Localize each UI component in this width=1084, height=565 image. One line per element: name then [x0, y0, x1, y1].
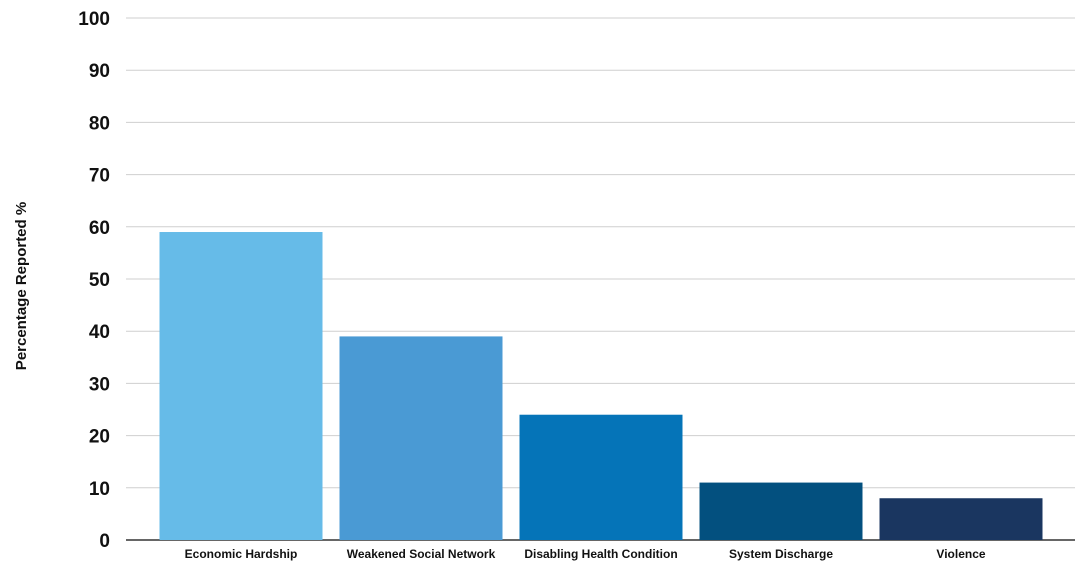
y-tick-label: 100	[78, 9, 110, 30]
y-tick-label: 30	[89, 374, 110, 395]
x-axis-labels: Economic Hardship Weakened Social Network…	[185, 547, 986, 561]
x-category-label: Economic Hardship	[185, 547, 298, 561]
x-category-label: Disabling Health Condition	[524, 547, 677, 561]
y-tick-label: 0	[99, 531, 110, 552]
y-tick-label: 80	[89, 113, 110, 134]
y-tick-label: 90	[89, 61, 110, 82]
x-category-label: System Discharge	[729, 547, 833, 561]
bars	[159, 232, 1043, 540]
bar	[879, 498, 1043, 540]
y-tick-label: 10	[89, 479, 110, 500]
bar	[699, 482, 863, 540]
bar	[159, 232, 323, 540]
y-tick-label: 70	[89, 166, 110, 187]
y-axis-title: Percentage Reported %	[13, 202, 30, 370]
y-axis-ticks: 0 10 20 30 40 50 60 70 80 90 100	[78, 9, 110, 552]
y-tick-label: 20	[89, 427, 110, 448]
y-tick-label: 60	[89, 218, 110, 239]
y-tick-label: 50	[89, 270, 110, 291]
bar	[519, 414, 683, 540]
bar	[339, 336, 503, 540]
x-category-label: Violence	[936, 547, 985, 561]
x-category-label: Weakened Social Network	[347, 547, 496, 561]
y-tick-label: 40	[89, 322, 110, 343]
